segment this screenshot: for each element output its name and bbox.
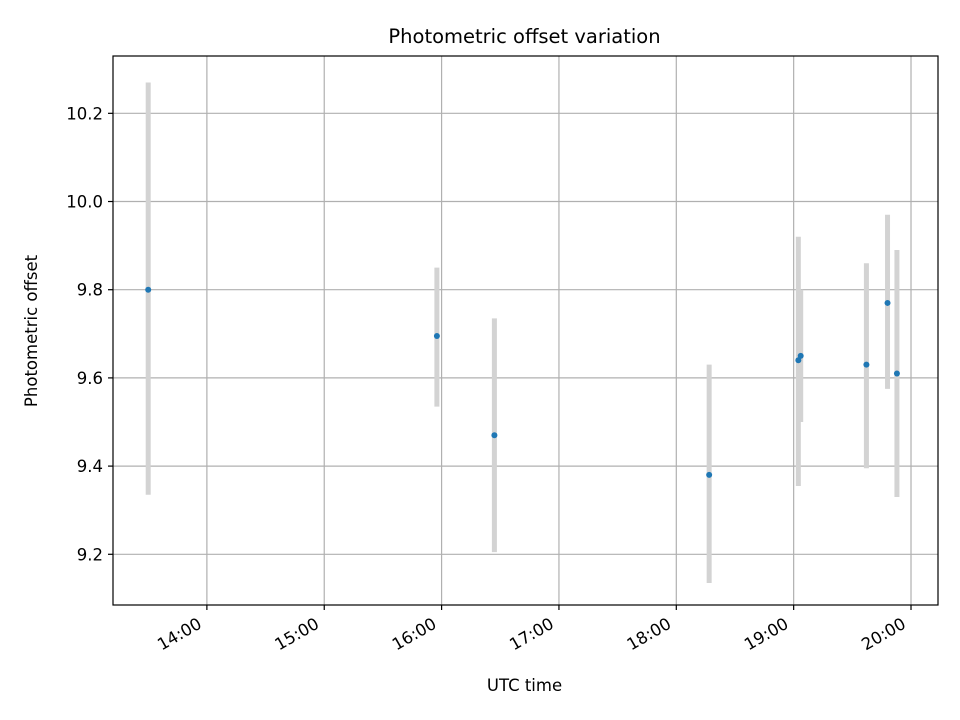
data-point <box>863 361 870 368</box>
data-point <box>797 352 804 359</box>
chart-title: Photometric offset variation <box>388 25 660 48</box>
y-tick-label: 9.4 <box>77 457 103 476</box>
x-axis-label: UTC time <box>487 676 562 695</box>
data-point <box>884 299 891 306</box>
data-points <box>145 286 900 478</box>
y-tick-label: 9.6 <box>77 369 103 388</box>
y-axis-label: Photometric offset <box>22 254 41 407</box>
y-axis: 9.2 9.4 9.6 9.8 10.0 10.2 <box>66 104 113 564</box>
data-point <box>893 370 900 377</box>
data-point <box>795 357 802 364</box>
data-point <box>491 432 498 439</box>
y-tick-label: 9.8 <box>77 281 103 300</box>
y-tick-label: 10.2 <box>66 104 103 123</box>
data-point <box>145 286 152 293</box>
data-point <box>433 333 440 340</box>
data-point <box>706 471 713 478</box>
y-tick-label: 10.0 <box>66 193 103 212</box>
y-tick-label: 9.2 <box>77 545 103 564</box>
plot-frame <box>112 55 939 606</box>
